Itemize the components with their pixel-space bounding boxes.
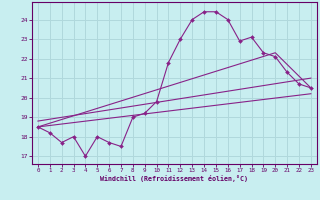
X-axis label: Windchill (Refroidissement éolien,°C): Windchill (Refroidissement éolien,°C) <box>100 175 248 182</box>
